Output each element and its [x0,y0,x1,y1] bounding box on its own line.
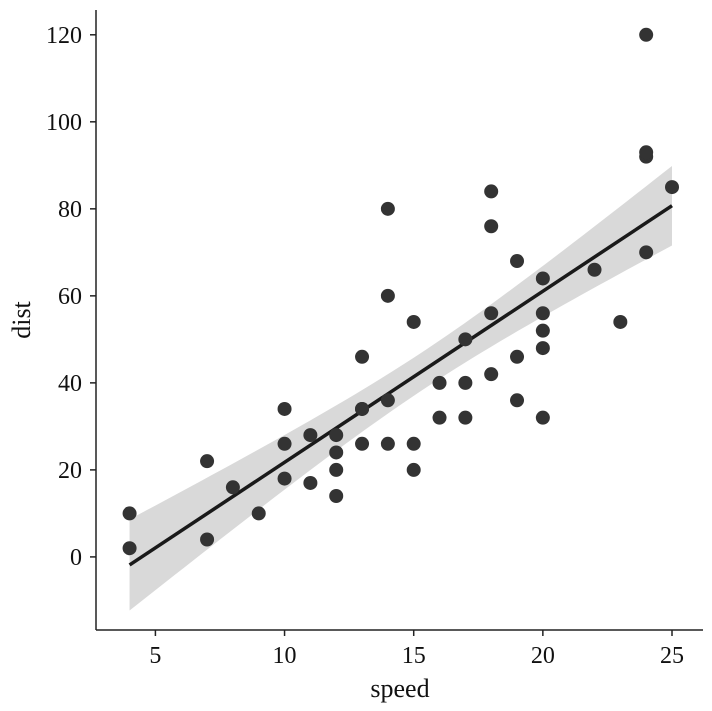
data-point [277,436,292,451]
x-axis-title: speed [370,674,429,703]
x-tick-label: 10 [273,643,297,669]
data-point [251,506,266,521]
data-point [355,349,370,364]
data-point [122,541,137,556]
data-point [200,454,215,469]
data-point [277,401,292,416]
y-tick-label: 40 [58,371,82,397]
regression-line [128,204,673,567]
data-point [380,436,395,451]
data-point [535,323,550,338]
data-point [535,410,550,425]
data-point [639,245,654,260]
y-tick-label: 0 [70,545,82,571]
data-point [458,375,473,390]
data-point [329,462,344,477]
data-point [380,201,395,216]
y-tick-label: 60 [58,284,82,310]
data-point [225,480,240,495]
data-point [355,401,370,416]
data-point [639,145,654,160]
data-point [406,314,421,329]
data-point [303,428,318,443]
data-point [122,506,137,521]
x-tick-label: 15 [402,643,426,669]
data-point [432,410,447,425]
x-tick-label: 5 [149,643,161,669]
data-point [665,180,680,195]
data-point [458,332,473,347]
data-point [329,488,344,503]
data-point [432,375,447,390]
data-point [484,219,499,234]
data-point [510,393,525,408]
y-tick-label: 20 [58,458,82,484]
x-tick-label: 20 [531,643,555,669]
data-point [200,532,215,547]
data-point [355,436,370,451]
x-tick-label: 25 [660,643,684,669]
data-point [535,341,550,356]
data-point [510,254,525,269]
y-tick-label: 80 [58,197,82,223]
data-point [277,471,292,486]
y-axis-title: dist [7,300,36,338]
data-point [329,428,344,443]
data-point [303,475,318,490]
data-point [406,462,421,477]
data-point [329,445,344,460]
data-point [639,27,654,42]
data-point [484,367,499,382]
data-point [406,436,421,451]
data-point [613,314,628,329]
y-tick-label: 100 [46,110,82,136]
data-point [535,306,550,321]
data-point [535,271,550,286]
data-point [380,288,395,303]
y-tick-label: 120 [46,23,82,49]
data-point [484,184,499,199]
data-point [510,349,525,364]
data-point [484,306,499,321]
data-point [380,393,395,408]
data-point [458,410,473,425]
data-point [587,262,602,277]
